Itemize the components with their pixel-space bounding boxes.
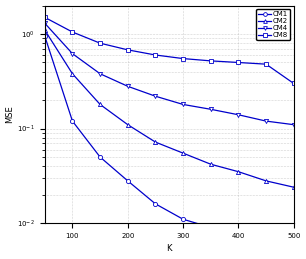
Line: CM8: CM8 xyxy=(43,15,296,85)
CM4 xyxy=(98,72,102,75)
Legend: CM1, CM2, CM4, CM8: CM1, CM2, CM4, CM8 xyxy=(256,9,290,40)
CM4 xyxy=(292,123,296,126)
CM4 xyxy=(181,103,185,106)
CM8 xyxy=(237,61,240,64)
CM1 xyxy=(264,243,268,246)
CM4 xyxy=(126,85,130,88)
CM1 xyxy=(98,155,102,159)
CM2 xyxy=(126,123,130,126)
CM2 xyxy=(43,28,47,32)
CM2 xyxy=(264,179,268,182)
CM1 xyxy=(126,179,130,182)
CM8 xyxy=(43,16,47,19)
Line: CM1: CM1 xyxy=(43,34,296,254)
CM8 xyxy=(154,53,157,56)
CM1 xyxy=(71,120,74,123)
CM8 xyxy=(98,42,102,45)
CM2 xyxy=(98,103,102,106)
CM2 xyxy=(154,141,157,144)
CM4 xyxy=(209,108,213,111)
Line: CM4: CM4 xyxy=(43,21,296,127)
CM2 xyxy=(292,186,296,189)
Line: CM2: CM2 xyxy=(43,28,296,189)
CM8 xyxy=(292,82,296,85)
CM8 xyxy=(71,31,74,34)
CM2 xyxy=(71,72,74,75)
CM4 xyxy=(154,95,157,98)
CM2 xyxy=(209,163,213,166)
Y-axis label: MSE: MSE xyxy=(6,105,15,123)
CM1 xyxy=(154,202,157,205)
CM4 xyxy=(237,113,240,116)
CM8 xyxy=(181,57,185,60)
CM1 xyxy=(292,250,296,253)
CM4 xyxy=(71,52,74,55)
CM4 xyxy=(43,22,47,25)
CM8 xyxy=(126,48,130,52)
CM1 xyxy=(43,35,47,38)
CM4 xyxy=(264,120,268,123)
X-axis label: K: K xyxy=(166,244,172,254)
CM1 xyxy=(237,236,240,239)
CM1 xyxy=(181,218,185,221)
CM2 xyxy=(181,152,185,155)
CM8 xyxy=(264,63,268,66)
CM2 xyxy=(237,170,240,173)
CM1 xyxy=(209,226,213,229)
CM8 xyxy=(209,59,213,62)
